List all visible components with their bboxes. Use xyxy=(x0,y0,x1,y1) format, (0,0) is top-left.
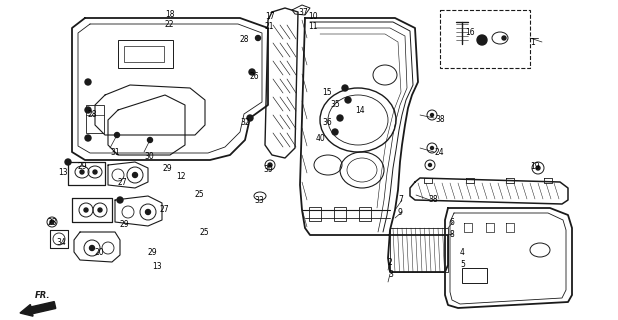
Circle shape xyxy=(117,197,123,203)
Circle shape xyxy=(50,220,54,224)
Text: 8: 8 xyxy=(450,230,455,239)
Text: 13: 13 xyxy=(58,168,67,177)
Bar xyxy=(440,10,530,68)
Text: 3: 3 xyxy=(388,270,393,279)
Circle shape xyxy=(428,164,431,166)
Text: 27: 27 xyxy=(160,205,169,214)
Text: 33: 33 xyxy=(254,196,264,205)
Text: 24: 24 xyxy=(435,148,444,157)
Circle shape xyxy=(93,170,97,174)
Text: 32: 32 xyxy=(240,118,250,127)
Bar xyxy=(462,268,487,283)
Circle shape xyxy=(268,163,272,167)
Text: 26: 26 xyxy=(250,72,260,81)
Circle shape xyxy=(332,129,338,135)
Circle shape xyxy=(132,172,137,178)
Bar xyxy=(334,207,346,221)
Text: 30: 30 xyxy=(144,152,154,161)
Text: 17: 17 xyxy=(265,12,274,21)
Circle shape xyxy=(345,97,351,103)
Text: 25: 25 xyxy=(195,190,205,199)
Text: 15: 15 xyxy=(322,88,332,97)
Circle shape xyxy=(342,85,348,91)
Text: 27: 27 xyxy=(118,178,128,187)
Circle shape xyxy=(431,147,433,149)
Text: 34: 34 xyxy=(56,238,66,247)
Text: 38: 38 xyxy=(435,115,444,124)
Text: 18: 18 xyxy=(165,10,174,19)
Text: 4: 4 xyxy=(460,248,465,257)
Circle shape xyxy=(85,135,91,141)
Text: 14: 14 xyxy=(355,106,365,115)
Circle shape xyxy=(114,132,119,138)
Circle shape xyxy=(247,115,253,121)
Text: 23: 23 xyxy=(48,218,57,227)
Circle shape xyxy=(80,170,84,174)
Text: 28: 28 xyxy=(240,35,250,44)
Circle shape xyxy=(255,36,261,41)
Text: 13: 13 xyxy=(152,262,162,271)
Text: 1: 1 xyxy=(530,38,535,47)
Text: 29: 29 xyxy=(148,248,158,257)
Circle shape xyxy=(65,159,71,165)
Text: 38: 38 xyxy=(428,195,438,204)
Bar xyxy=(309,207,321,221)
Text: 9: 9 xyxy=(398,208,403,217)
Text: 22: 22 xyxy=(165,20,174,29)
Text: 37: 37 xyxy=(298,8,308,17)
Text: 36: 36 xyxy=(322,118,332,127)
Text: 29: 29 xyxy=(120,220,130,229)
Text: 21: 21 xyxy=(265,22,274,31)
Text: 16: 16 xyxy=(465,28,475,37)
Text: 35: 35 xyxy=(330,100,340,109)
Text: 11: 11 xyxy=(308,22,318,31)
Bar xyxy=(359,207,371,221)
Text: 20: 20 xyxy=(95,248,104,257)
Text: 25: 25 xyxy=(200,228,210,237)
Circle shape xyxy=(249,69,255,75)
Text: 10: 10 xyxy=(308,12,318,21)
Circle shape xyxy=(145,210,151,214)
Circle shape xyxy=(477,35,487,45)
Circle shape xyxy=(536,166,540,170)
Circle shape xyxy=(431,114,433,116)
Text: 29: 29 xyxy=(163,164,172,173)
Bar xyxy=(124,46,164,62)
Bar xyxy=(86,105,104,133)
Circle shape xyxy=(85,107,91,113)
Text: 39: 39 xyxy=(263,165,273,174)
Text: 28: 28 xyxy=(88,110,98,119)
Text: 31: 31 xyxy=(110,148,120,157)
Text: 6: 6 xyxy=(450,218,455,227)
Text: 5: 5 xyxy=(460,260,465,269)
FancyArrow shape xyxy=(20,301,56,316)
Bar xyxy=(118,40,173,68)
Text: 40: 40 xyxy=(316,134,326,143)
Circle shape xyxy=(85,79,91,85)
Text: FR.: FR. xyxy=(35,291,51,300)
Circle shape xyxy=(98,208,102,212)
Text: 12: 12 xyxy=(176,172,185,181)
Text: 29: 29 xyxy=(78,162,88,171)
Circle shape xyxy=(90,245,95,251)
Text: 19: 19 xyxy=(530,162,540,171)
Circle shape xyxy=(148,138,153,142)
Text: 7: 7 xyxy=(398,195,403,204)
Circle shape xyxy=(337,115,343,121)
Text: 2: 2 xyxy=(388,258,393,267)
Circle shape xyxy=(84,208,88,212)
Circle shape xyxy=(502,36,506,40)
